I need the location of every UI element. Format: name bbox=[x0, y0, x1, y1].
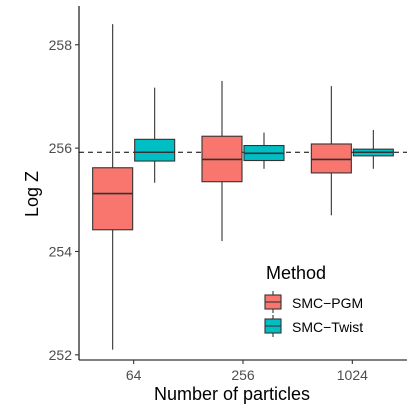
x-tick-label: 64 bbox=[126, 367, 142, 383]
box-smctwist-64 bbox=[134, 87, 176, 183]
y-tick-label: 254 bbox=[49, 243, 73, 259]
legend-label: SMC−PGM bbox=[292, 295, 363, 311]
x-tick-label: 256 bbox=[231, 367, 255, 383]
y-axis: 252 254 256 258 bbox=[49, 37, 79, 363]
box-smctwist-1024 bbox=[352, 130, 394, 169]
box-smctwist-256 bbox=[243, 132, 285, 169]
y-tick-label: 258 bbox=[49, 37, 73, 53]
y-tick-label: 256 bbox=[49, 140, 73, 156]
legend: Method SMC−PGM SMC−Twist bbox=[264, 263, 363, 337]
y-tick-label: 252 bbox=[49, 347, 73, 363]
x-axis-title: Number of particles bbox=[154, 384, 310, 404]
box-smcpgm-1024 bbox=[310, 86, 352, 216]
box-iqr bbox=[92, 167, 134, 231]
box-smcpgm-64 bbox=[92, 24, 134, 350]
legend-item: SMC−PGM bbox=[264, 291, 363, 313]
x-tick-label: 1024 bbox=[337, 367, 368, 383]
box-smcpgm-256 bbox=[201, 80, 243, 242]
legend-title: Method bbox=[266, 263, 326, 283]
box-iqr bbox=[134, 138, 176, 162]
legend-label: SMC−Twist bbox=[292, 319, 363, 335]
box-iqr bbox=[310, 143, 352, 174]
legend-item: SMC−Twist bbox=[264, 315, 363, 337]
x-axis: 64 256 1024 bbox=[126, 360, 368, 383]
y-axis-title: Log Z bbox=[22, 171, 42, 217]
boxes bbox=[92, 24, 394, 350]
